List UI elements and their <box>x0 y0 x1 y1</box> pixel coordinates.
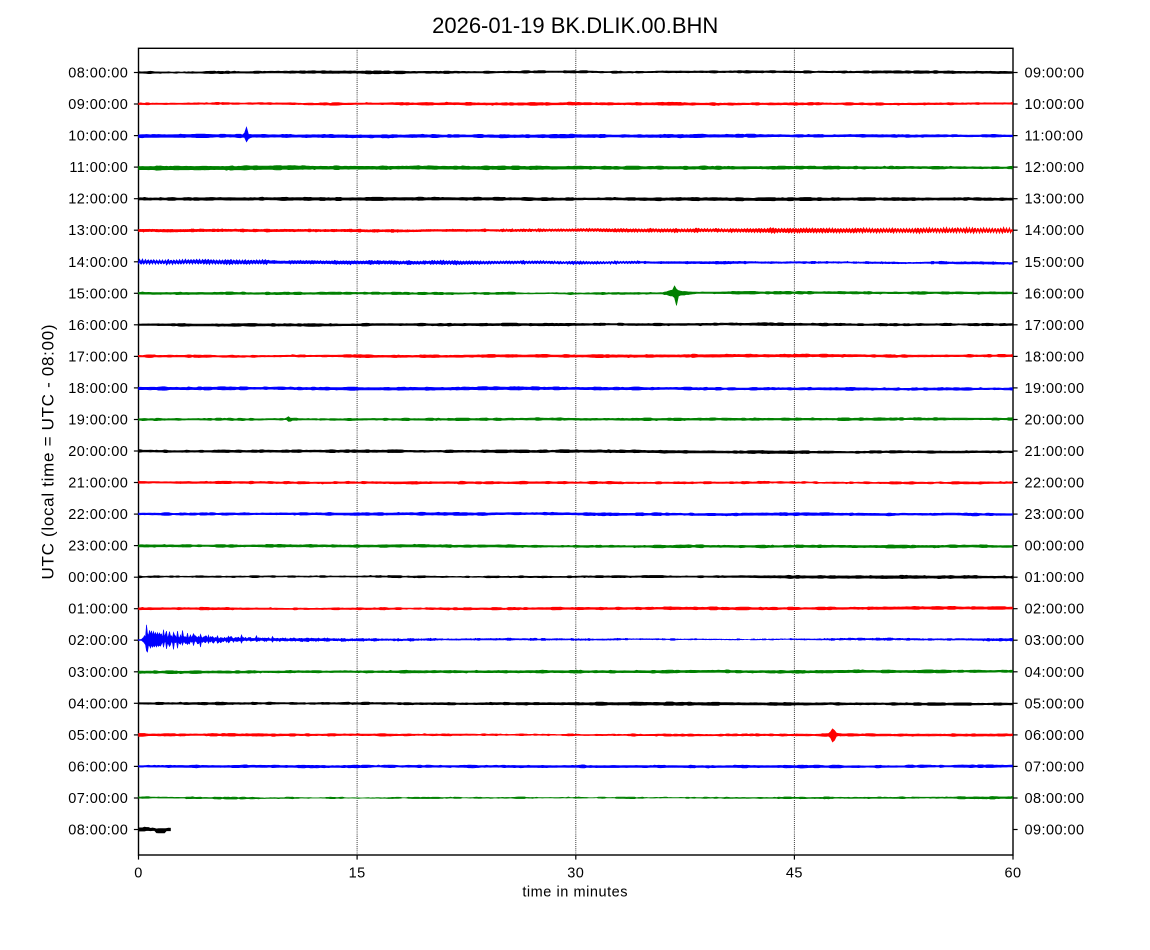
svg-text:19:00:00: 19:00:00 <box>1025 381 1085 397</box>
svg-text:04:00:00: 04:00:00 <box>1025 665 1085 681</box>
svg-text:06:00:00: 06:00:00 <box>1025 728 1085 744</box>
svg-text:UTC (local time = UTC - 08:00): UTC (local time = UTC - 08:00) <box>39 324 58 580</box>
svg-text:17:00:00: 17:00:00 <box>1025 318 1085 334</box>
svg-text:0: 0 <box>134 865 143 881</box>
svg-text:13:00:00: 13:00:00 <box>68 223 128 239</box>
svg-text:06:00:00: 06:00:00 <box>68 759 128 775</box>
svg-text:03:00:00: 03:00:00 <box>68 665 128 681</box>
svg-text:15:00:00: 15:00:00 <box>1025 255 1085 271</box>
svg-text:10:00:00: 10:00:00 <box>1025 97 1085 113</box>
svg-text:10:00:00: 10:00:00 <box>68 129 128 145</box>
svg-text:13:00:00: 13:00:00 <box>1025 192 1085 208</box>
svg-text:16:00:00: 16:00:00 <box>1025 286 1085 302</box>
svg-text:14:00:00: 14:00:00 <box>1025 223 1085 239</box>
svg-text:05:00:00: 05:00:00 <box>68 728 128 744</box>
svg-text:30: 30 <box>567 865 584 881</box>
svg-text:08:00:00: 08:00:00 <box>68 66 128 82</box>
svg-text:07:00:00: 07:00:00 <box>1025 759 1085 775</box>
svg-text:02:00:00: 02:00:00 <box>68 633 128 649</box>
svg-text:12:00:00: 12:00:00 <box>68 192 128 208</box>
svg-text:14:00:00: 14:00:00 <box>68 255 128 271</box>
svg-text:11:00:00: 11:00:00 <box>1025 129 1084 145</box>
svg-text:08:00:00: 08:00:00 <box>68 823 128 839</box>
svg-text:18:00:00: 18:00:00 <box>1025 349 1085 365</box>
svg-text:20:00:00: 20:00:00 <box>68 444 128 460</box>
svg-text:04:00:00: 04:00:00 <box>68 696 128 712</box>
svg-text:17:00:00: 17:00:00 <box>68 349 128 365</box>
svg-text:22:00:00: 22:00:00 <box>1025 476 1085 492</box>
svg-text:21:00:00: 21:00:00 <box>1025 444 1085 460</box>
svg-text:2026-01-19 BK.DLIK.00.BHN: 2026-01-19 BK.DLIK.00.BHN <box>432 13 718 38</box>
svg-text:16:00:00: 16:00:00 <box>68 318 128 334</box>
svg-text:21:00:00: 21:00:00 <box>68 476 128 492</box>
svg-text:07:00:00: 07:00:00 <box>68 791 128 807</box>
svg-text:08:00:00: 08:00:00 <box>1025 791 1085 807</box>
svg-text:03:00:00: 03:00:00 <box>1025 633 1085 649</box>
svg-text:11:00:00: 11:00:00 <box>69 160 128 176</box>
svg-text:02:00:00: 02:00:00 <box>1025 602 1085 618</box>
svg-text:19:00:00: 19:00:00 <box>68 413 128 429</box>
svg-text:15:00:00: 15:00:00 <box>68 286 128 302</box>
svg-text:09:00:00: 09:00:00 <box>1025 66 1085 82</box>
svg-text:09:00:00: 09:00:00 <box>68 97 128 113</box>
svg-text:01:00:00: 01:00:00 <box>68 602 128 618</box>
svg-text:09:00:00: 09:00:00 <box>1025 823 1085 839</box>
svg-text:00:00:00: 00:00:00 <box>1025 539 1085 555</box>
svg-text:22:00:00: 22:00:00 <box>68 507 128 523</box>
svg-text:05:00:00: 05:00:00 <box>1025 696 1085 712</box>
svg-text:01:00:00: 01:00:00 <box>1025 570 1085 586</box>
svg-text:23:00:00: 23:00:00 <box>1025 507 1085 523</box>
svg-text:00:00:00: 00:00:00 <box>68 570 128 586</box>
svg-text:12:00:00: 12:00:00 <box>1025 160 1085 176</box>
svg-text:60: 60 <box>1004 865 1021 881</box>
svg-text:18:00:00: 18:00:00 <box>68 381 128 397</box>
svg-text:time in minutes: time in minutes <box>522 885 628 901</box>
svg-text:45: 45 <box>786 865 803 881</box>
svg-text:20:00:00: 20:00:00 <box>1025 413 1085 429</box>
svg-text:15: 15 <box>349 865 366 881</box>
svg-text:23:00:00: 23:00:00 <box>68 539 128 555</box>
